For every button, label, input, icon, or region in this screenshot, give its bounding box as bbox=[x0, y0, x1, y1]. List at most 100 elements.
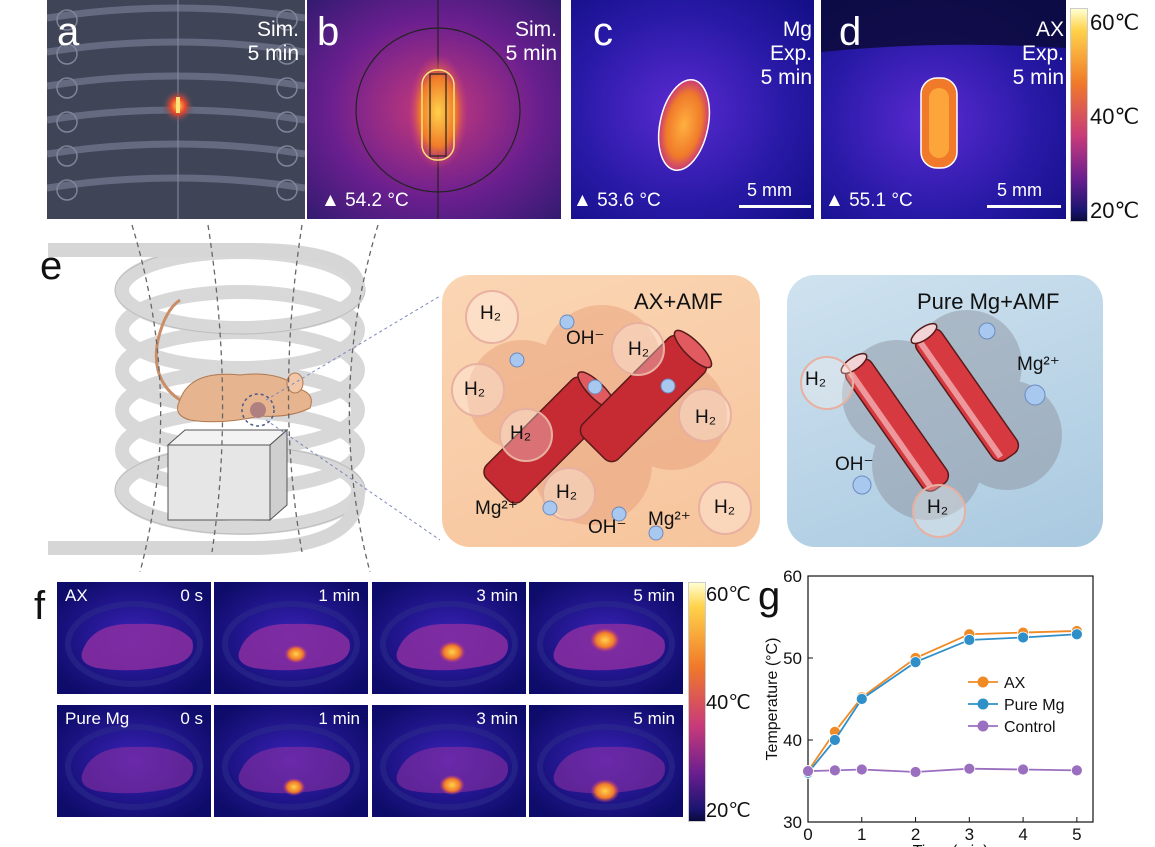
panel-letter-c: c bbox=[593, 10, 613, 54]
ax-label-h2: H₂ bbox=[628, 339, 650, 360]
ax-amf-title: AX+AMF bbox=[634, 289, 723, 314]
panel-d-scale-label: 5 mm bbox=[997, 180, 1042, 200]
thermal-frame: 3 min bbox=[372, 582, 526, 694]
ax-thermal-image bbox=[821, 0, 1066, 219]
data-point bbox=[963, 634, 976, 646]
data-point bbox=[828, 734, 841, 746]
panel-letter-a: a bbox=[57, 10, 80, 54]
panel-letter-b: b bbox=[317, 10, 340, 54]
mg-amf-illustration bbox=[800, 310, 1062, 538]
ax-label-h2: H₂ bbox=[556, 482, 578, 503]
frame-sample-name: AX bbox=[65, 586, 88, 605]
ax-label-mg: Mg²⁺ bbox=[648, 509, 691, 530]
legend-marker bbox=[977, 698, 989, 710]
legend-label: AX bbox=[1004, 675, 1026, 692]
frame-time-label: 0 s bbox=[180, 709, 203, 728]
ax-amf-box: AX+AMF H₂ H₂ H₂ H₂ H₂ H₂ OH⁻ OH⁻ Mg²⁺ Mg… bbox=[442, 275, 760, 547]
f-colorbar bbox=[688, 582, 706, 822]
frame-sample-name: Pure Mg bbox=[65, 709, 130, 728]
data-point bbox=[1070, 628, 1083, 641]
panel-a-label: Sim. 5 min bbox=[247, 18, 299, 65]
coil-simulation-image bbox=[47, 0, 305, 219]
y-tick-label: 50 bbox=[783, 649, 802, 668]
mg-label-mg: Mg²⁺ bbox=[1017, 354, 1060, 375]
coil-mouse-illustration bbox=[48, 224, 440, 573]
frame-time-label: 1 min bbox=[318, 709, 360, 728]
legend-marker bbox=[977, 720, 989, 732]
ax-amf-illustration bbox=[451, 290, 752, 541]
data-point bbox=[855, 763, 868, 776]
thermal-frame: 3 min bbox=[372, 705, 526, 817]
legend-label: Pure Mg bbox=[1004, 697, 1064, 714]
mg-amf-title: Pure Mg+AMF bbox=[917, 289, 1060, 314]
ax-label-h2: H₂ bbox=[510, 423, 532, 444]
x-tick-label: 2 bbox=[911, 825, 920, 844]
mg-label-h2: H₂ bbox=[927, 497, 949, 518]
mg-thermal-image bbox=[571, 0, 814, 219]
panel-c-mg-exp: c Mg Exp. 5 min ▲ 53.6 °C 5 mm bbox=[571, 0, 814, 219]
f-colorbar-mid: 40℃ bbox=[706, 692, 751, 714]
top-colorbar bbox=[1070, 8, 1088, 222]
ax-label-mg: Mg²⁺ bbox=[475, 498, 518, 519]
ax-label-h2: H₂ bbox=[464, 379, 486, 400]
data-point bbox=[1017, 631, 1029, 644]
y-axis-label: Temperature (°C) bbox=[764, 638, 781, 761]
panel-c-label: Mg Exp. 5 min bbox=[760, 18, 812, 89]
thermal-frame: 5 min bbox=[529, 705, 683, 817]
thermal-frame: 5 min bbox=[529, 582, 683, 694]
panel-c-peak-temp: ▲ 53.6 °C bbox=[573, 190, 661, 211]
y-tick-label: 40 bbox=[783, 731, 802, 750]
top-colorbar-max: 60℃ bbox=[1090, 10, 1140, 35]
top-colorbar-mid: 40℃ bbox=[1090, 104, 1140, 129]
panel-b-peak-temp: ▲ 54.2 °C bbox=[321, 190, 409, 211]
data-point bbox=[855, 693, 868, 705]
thermal-frame: Pure Mg 0 s bbox=[57, 705, 211, 817]
legend-label: Control bbox=[1004, 719, 1056, 736]
x-tick-label: 1 bbox=[857, 825, 866, 844]
panel-letter-g: g bbox=[758, 574, 781, 618]
legend-marker bbox=[977, 676, 989, 688]
mg-amf-box: Pure Mg+AMF H₂ H₂ Mg²⁺ OH⁻ bbox=[787, 275, 1103, 547]
panel-a-sim-coil: a Sim. 5 min bbox=[47, 0, 305, 219]
panel-c-scale-label: 5 mm bbox=[747, 180, 792, 200]
ax-label-h2: H₂ bbox=[480, 303, 502, 324]
frame-time-label: 5 min bbox=[633, 709, 675, 728]
panel-d-ax-exp: d AX Exp. 5 min ▲ 55.1 °C 5 mm bbox=[821, 0, 1066, 219]
temperature-line-chart: 30 40 50 60 0 1 2 3 4 5 Temperature (°C) Time (min)… bbox=[764, 568, 1094, 847]
ax-label-oh: OH⁻ bbox=[588, 517, 627, 538]
data-point bbox=[909, 656, 922, 668]
x-tick-label: 4 bbox=[1018, 825, 1027, 844]
frame-time-label: 0 s bbox=[180, 586, 203, 605]
x-axis-label: Time (min) bbox=[913, 843, 989, 847]
x-tick-label: 0 bbox=[803, 825, 812, 844]
frame-time-label: 3 min bbox=[476, 586, 518, 605]
panel-letter-d: d bbox=[839, 10, 862, 54]
f-colorbar-max: 60℃ bbox=[706, 584, 751, 606]
thermal-frame: 1 min bbox=[214, 582, 368, 694]
panel-d-peak-temp: ▲ 55.1 °C bbox=[825, 190, 913, 211]
data-point bbox=[1017, 763, 1029, 776]
panel-d-scale-bar bbox=[987, 205, 1061, 208]
frame-time-label: 3 min bbox=[476, 709, 518, 728]
data-point bbox=[802, 765, 814, 778]
thermal-frame: 1 min bbox=[214, 705, 368, 817]
x-tick-label: 5 bbox=[1072, 825, 1081, 844]
top-colorbar-min: 20℃ bbox=[1090, 198, 1140, 223]
panel-d-label: AX Exp. 5 min bbox=[1012, 18, 1064, 89]
panel-b-sim-heatmap: b Sim. 5 min ▲ 54.2 °C bbox=[307, 0, 561, 219]
panel-c-scale-bar bbox=[739, 205, 811, 208]
data-point bbox=[828, 764, 841, 777]
data-point bbox=[909, 766, 922, 778]
mg-label-oh: OH⁻ bbox=[835, 454, 874, 475]
thermal-frame: AX 0 s bbox=[57, 582, 211, 694]
series-line bbox=[807, 767, 1077, 773]
x-tick-label: 3 bbox=[965, 825, 974, 844]
frame-time-label: 5 min bbox=[633, 586, 675, 605]
panel-letter-f: f bbox=[34, 584, 46, 628]
heatmap-simulation-image bbox=[307, 0, 561, 219]
ax-label-h2: H₂ bbox=[695, 407, 717, 428]
f-colorbar-min: 20℃ bbox=[706, 800, 751, 822]
data-point bbox=[963, 762, 976, 775]
y-tick-label: 60 bbox=[783, 568, 802, 586]
chart-frame bbox=[807, 575, 1094, 823]
